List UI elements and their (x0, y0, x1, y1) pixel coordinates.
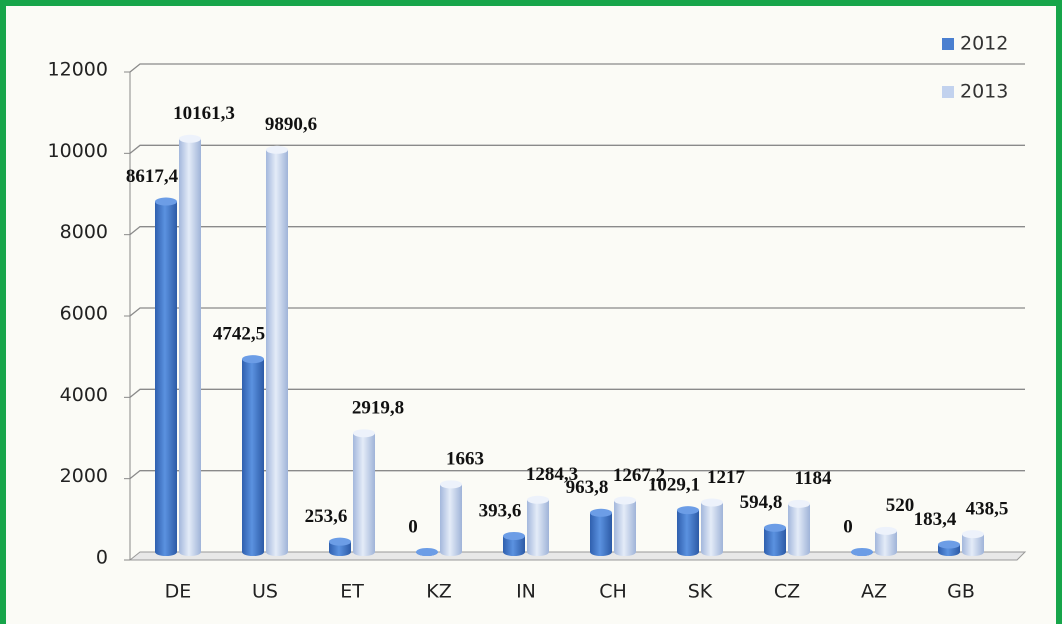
bar (155, 201, 177, 556)
x-tick-label: DE (165, 581, 192, 603)
bar-top (353, 429, 375, 438)
bar-top (242, 355, 264, 364)
data-label: 8617,4 (126, 166, 179, 187)
x-tick-label: GB (947, 581, 975, 603)
grid-line (129, 63, 1025, 73)
data-label: 520 (886, 495, 915, 516)
bar-top (416, 548, 438, 556)
data-label: 393,6 (479, 500, 522, 521)
legend-label: 2013 (960, 81, 1008, 103)
x-tick-label: CZ (774, 581, 800, 603)
data-label: 1267,2 (613, 465, 665, 486)
bar-top (614, 496, 636, 505)
bar (875, 530, 897, 556)
bar-top (179, 134, 201, 143)
bar-top (155, 197, 177, 206)
y-tick-label: 10000 (48, 140, 108, 162)
bar-top (503, 531, 525, 540)
bar (503, 535, 525, 556)
bar-top (440, 480, 462, 489)
legend-label: 2012 (960, 33, 1008, 55)
bar (527, 499, 549, 556)
data-label: 4742,5 (213, 323, 265, 344)
data-label: 1184 (795, 468, 832, 489)
y-tick-label: 6000 (60, 303, 108, 325)
data-label: 0 (408, 516, 418, 537)
grid-line (129, 470, 1025, 480)
data-label: 183,4 (914, 509, 957, 530)
y-tick-label: 12000 (48, 59, 108, 81)
legend-swatch (942, 38, 954, 50)
y-tick-label: 2000 (60, 465, 108, 487)
x-tick-label: IN (516, 581, 536, 603)
bar (242, 359, 264, 556)
data-label: 0 (843, 516, 853, 537)
data-label: 594,8 (740, 492, 783, 513)
x-tick-label: US (252, 581, 278, 603)
bar (329, 541, 351, 556)
bar-top (851, 548, 873, 556)
data-label: 438,5 (966, 499, 1009, 520)
bar-top (764, 523, 786, 532)
grid-line (129, 307, 1025, 317)
bar (353, 433, 375, 556)
bar (677, 510, 699, 556)
data-label: 9890,6 (265, 114, 317, 135)
y-tick-label: 8000 (60, 221, 108, 243)
bar (788, 503, 810, 556)
data-label: 1029,1 (648, 475, 700, 496)
bar (440, 484, 462, 556)
bar (179, 138, 201, 556)
x-tick-label: AZ (861, 581, 887, 603)
data-label: 1284,3 (526, 464, 578, 485)
bar-top (266, 145, 288, 154)
data-label: 253,6 (305, 506, 348, 527)
x-tick-label: SK (688, 581, 713, 603)
x-tick-label: ET (340, 581, 364, 603)
bar (764, 527, 786, 556)
bar-top (788, 499, 810, 508)
bar-top (701, 498, 723, 507)
data-label: 2919,8 (352, 398, 404, 419)
grid-line (129, 388, 1025, 398)
grid-line (129, 144, 1025, 154)
bar (266, 149, 288, 556)
data-label: 1217 (707, 467, 746, 488)
data-label: 10161,3 (173, 103, 235, 124)
bar (701, 502, 723, 556)
bar-top (962, 530, 984, 539)
bar-top (677, 506, 699, 515)
bar-top (938, 540, 960, 549)
bar-top (527, 495, 549, 504)
y-tick-label: 4000 (60, 384, 108, 406)
bar-top (329, 537, 351, 546)
y-tick-label: 0 (96, 547, 108, 569)
bar (590, 512, 612, 556)
data-label: 1663 (446, 449, 484, 470)
bar-top (875, 526, 897, 535)
bar-top (590, 508, 612, 517)
bar (614, 500, 636, 556)
x-tick-label: KZ (426, 581, 451, 603)
grid-line (129, 226, 1025, 236)
legend-swatch (942, 86, 954, 98)
data-label: 963,8 (566, 477, 609, 498)
x-tick-label: CH (599, 581, 627, 603)
bar (962, 534, 984, 556)
